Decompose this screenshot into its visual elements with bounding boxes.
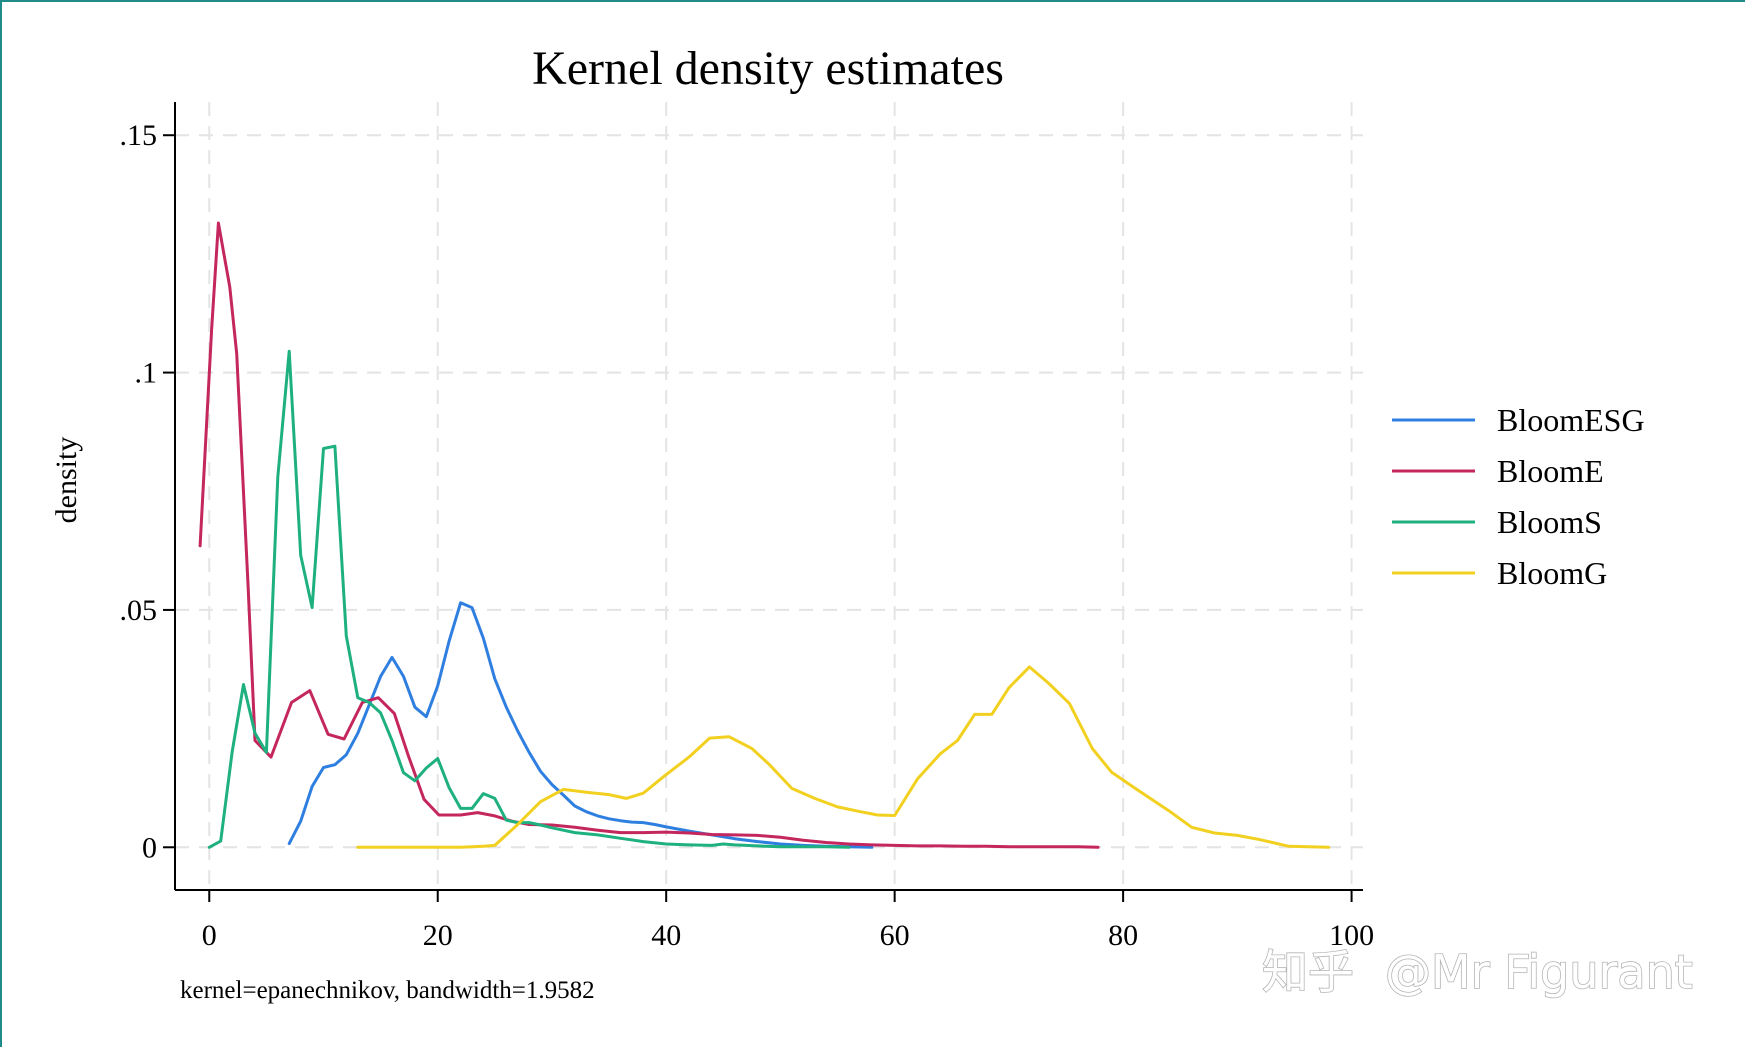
- legend: BloomESG BloomE BloomS BloomG: [1392, 402, 1645, 591]
- x-tick-label-2: 40: [651, 919, 681, 952]
- x-tick-label-4: 80: [1108, 919, 1138, 952]
- series-line-blooms: [207, 349, 851, 849]
- x-tick-label-3: 60: [880, 919, 910, 952]
- legend-label-bloome: BloomE: [1497, 453, 1604, 489]
- series-lines: [198, 221, 1331, 849]
- y-tick-label-2: .1: [135, 357, 158, 390]
- x-tick-label-5: 100: [1329, 919, 1374, 952]
- series-line-bloome: [198, 221, 1100, 849]
- x-tick-label-1: 20: [423, 919, 453, 952]
- chart-title: Kernel density estimates: [532, 42, 1004, 95]
- legend-label-blooms: BloomS: [1497, 504, 1602, 540]
- kernel-note: kernel=epanechnikov, bandwidth=1.9582: [180, 977, 595, 1004]
- legend-label-bloomg: BloomG: [1497, 555, 1607, 591]
- series-line-bloomg: [356, 665, 1331, 849]
- watermark-author: @Mr Figurant: [1385, 945, 1693, 999]
- y-tick-label-1: .05: [120, 594, 158, 627]
- watermark: 知乎 @Mr Figurant: [1261, 944, 1693, 1000]
- y-tick-label-0: 0: [142, 831, 157, 864]
- y-axis-label: density: [50, 437, 83, 524]
- series-line-bloomesg: [287, 601, 874, 849]
- grid: [175, 102, 1363, 890]
- watermark-brand: 知乎: [1262, 945, 1354, 999]
- legend-label-bloomesg: BloomESG: [1497, 402, 1645, 438]
- x-tick-label-0: 0: [202, 919, 217, 952]
- y-tick-label-3: .15: [120, 119, 158, 152]
- axes: 0 20 40 60 80 100 0 .05 .1 .15: [120, 102, 1374, 952]
